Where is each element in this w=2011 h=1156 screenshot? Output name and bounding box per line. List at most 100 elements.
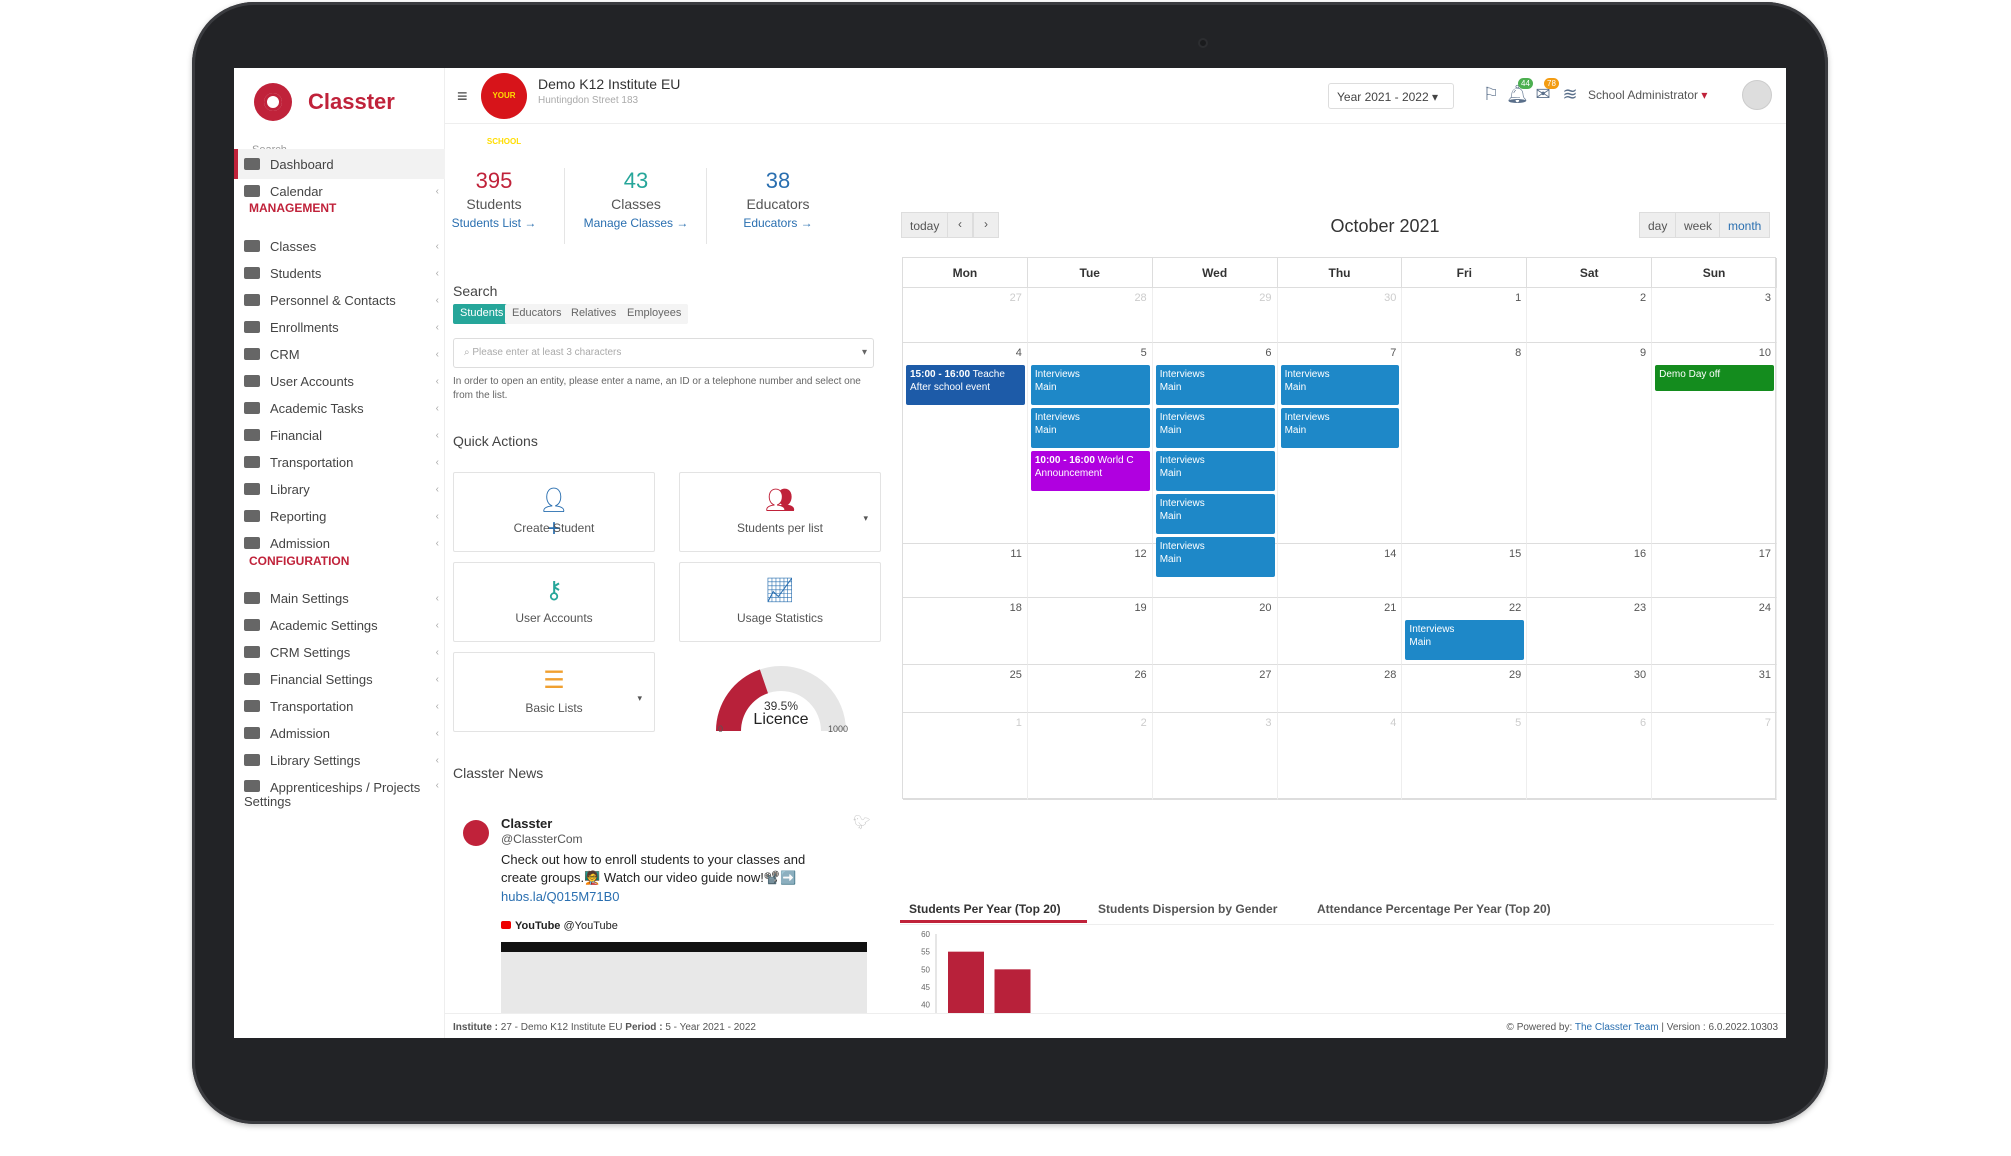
calendar-day-cell[interactable]: 6 <box>1527 713 1653 800</box>
twitter-icon[interactable]: 🐦︎ <box>853 814 871 830</box>
calendar-event[interactable]: Interviews Main <box>1030 408 1150 448</box>
layers-icon[interactable]: ≋ <box>1562 84 1578 104</box>
calendar-event[interactable]: Interviews Main <box>1030 365 1150 405</box>
calendar-day-cell[interactable]: 30 <box>1277 288 1403 343</box>
calendar-event[interactable]: 10:00 - 16:00 World C Announcement <box>1030 451 1150 491</box>
day-view-button[interactable]: day <box>1639 212 1677 238</box>
calendar-day-cell[interactable]: 15 <box>1402 544 1528 598</box>
next-button[interactable]: › <box>973 212 999 238</box>
calendar-day-cell[interactable]: 4 <box>1277 713 1403 800</box>
calendar-day-cell[interactable]: 2 <box>1027 713 1153 800</box>
year-select[interactable]: Year 2021 - 2022 ▾ <box>1328 83 1454 109</box>
calendar-day-cell[interactable]: 5 <box>1027 343 1153 544</box>
sidebar-item-library-settings[interactable]: Library Settings ‹ <box>234 745 445 775</box>
month-view-button[interactable]: month <box>1719 212 1771 238</box>
calendar-day-cell[interactable]: 9 <box>1527 343 1653 544</box>
sidebar-item-financial[interactable]: Financial ‹ <box>234 420 445 450</box>
avatar[interactable] <box>1742 80 1772 110</box>
calendar-day-cell[interactable]: 22 <box>1402 598 1528 665</box>
week-view-button[interactable]: week <box>1675 212 1722 238</box>
calendar-day-cell[interactable]: 4 <box>903 343 1028 544</box>
calendar-day-cell[interactable]: 29 <box>1402 665 1528 713</box>
sidebar-item-crm-settings[interactable]: CRM Settings ‹ <box>234 637 445 667</box>
calendar-day-cell[interactable]: 25 <box>903 665 1028 713</box>
tab-attendance-percentage[interactable]: Attendance Percentage Per Year (Top 20) <box>1317 902 1551 916</box>
calendar-day-cell[interactable]: 8 <box>1402 343 1528 544</box>
calendar-day-cell[interactable]: 10 <box>1652 343 1777 544</box>
quick-action-create-student[interactable]: 👤︎+ Create Student <box>453 472 655 552</box>
tab-gender-dispersion[interactable]: Students Dispersion by Gender <box>1098 902 1278 916</box>
calendar-day-cell[interactable]: 29 <box>1152 288 1278 343</box>
calendar-event[interactable]: Interviews Main <box>1155 408 1275 448</box>
entity-search-input[interactable]: ⌕ Please enter at least 3 characters ▾ <box>453 338 874 368</box>
sidebar-item-library[interactable]: Library ‹ <box>234 474 445 504</box>
sidebar-item-admission[interactable]: Admission ‹ <box>234 718 445 748</box>
calendar-day-cell[interactable]: 16 <box>1527 544 1653 598</box>
caret-down-icon[interactable]: ▾ <box>637 693 642 703</box>
sidebar-item-enrollments[interactable]: Enrollments ‹ <box>234 312 445 342</box>
calendar-day-cell[interactable]: 11 <box>903 544 1028 598</box>
calendar-day-cell[interactable]: 1 <box>903 713 1028 800</box>
calendar-event[interactable]: Interviews Main <box>1405 620 1525 660</box>
calendar-event[interactable]: Interviews Main <box>1155 537 1275 577</box>
calendar-day-cell[interactable]: 24 <box>1652 598 1777 665</box>
quick-action-usage-statistics[interactable]: 📈︎ Usage Statistics <box>679 562 881 642</box>
calendar-day-cell[interactable]: 28 <box>1027 288 1153 343</box>
calendar-day-cell[interactable]: 19 <box>1027 598 1153 665</box>
news-link[interactable]: hubs.la/Q015M71B0 <box>501 889 620 904</box>
calendar-day-cell[interactable]: 5 <box>1402 713 1528 800</box>
today-button[interactable]: today <box>901 212 949 238</box>
sidebar-item-calendar[interactable]: Calendar ‹ <box>234 176 445 206</box>
calendar-day-cell[interactable]: 14 <box>1277 544 1403 598</box>
calendar-day-cell[interactable]: 7 <box>1277 343 1403 544</box>
calendar-day-cell[interactable]: 20 <box>1152 598 1278 665</box>
news-author[interactable]: Classter <box>501 816 553 831</box>
calendar-event[interactable]: Interviews Main <box>1155 365 1275 405</box>
mail-icon[interactable]: ✉ 78 <box>1532 78 1559 106</box>
calendar-day-cell[interactable]: 3 <box>1652 288 1777 343</box>
calendar-day-cell[interactable]: 3 <box>1152 713 1278 800</box>
classter-avatar[interactable] <box>463 820 489 846</box>
sidebar-item-apprenticeships-projects[interactable]: Apprenticeships / Projects ‹ Settings <box>234 772 445 812</box>
calendar-day-cell[interactable]: 28 <box>1277 665 1403 713</box>
calendar-day-cell[interactable]: 31 <box>1652 665 1777 713</box>
flag-icon[interactable]: ⚐ <box>1482 84 1500 104</box>
calendar-day-cell[interactable]: 30 <box>1527 665 1653 713</box>
stat-link[interactable]: Manage Classes → <box>566 216 706 230</box>
sidebar-item-crm[interactable]: CRM ‹ <box>234 339 445 369</box>
sidebar-item-reporting[interactable]: Reporting ‹ <box>234 501 445 531</box>
prev-button[interactable]: ‹ <box>947 212 973 238</box>
team-link[interactable]: The Classter Team <box>1574 1022 1659 1033</box>
sidebar-item-classes[interactable]: Classes ‹ <box>234 231 445 261</box>
calendar-day-cell[interactable]: 12 <box>1027 544 1153 598</box>
sidebar-item-transportation[interactable]: Transportation ‹ <box>234 691 445 721</box>
caret-down-icon[interactable]: ▾ <box>863 513 868 523</box>
search-tab-students[interactable]: Students <box>453 304 511 324</box>
sidebar-item-transportation[interactable]: Transportation ‹ <box>234 447 445 477</box>
sidebar-item-main-settings[interactable]: Main Settings ‹ <box>234 583 445 613</box>
bell-icon[interactable]: 🔔︎ 44 <box>1506 78 1533 106</box>
calendar-event[interactable]: Demo Day off <box>1655 365 1774 391</box>
calendar-day-cell[interactable]: 17 <box>1652 544 1777 598</box>
sidebar-item-dashboard[interactable]: Dashboard <box>234 149 445 179</box>
sidebar-item-admission[interactable]: Admission ‹ <box>234 528 445 558</box>
stat-link[interactable]: Educators → <box>708 216 848 230</box>
sidebar-item-user-accounts[interactable]: User Accounts ‹ <box>234 366 445 396</box>
calendar-day-cell[interactable]: 2 <box>1527 288 1653 343</box>
youtube-attribution[interactable]: YouTube @YouTube <box>501 920 618 932</box>
calendar-event[interactable]: Interviews Main <box>1155 494 1275 534</box>
calendar-day-cell[interactable]: 18 <box>903 598 1028 665</box>
calendar-day-cell[interactable]: 27 <box>903 288 1028 343</box>
sidebar-item-personnel-contacts[interactable]: Personnel & Contacts ‹ <box>234 285 445 315</box>
sidebar-item-academic-settings[interactable]: Academic Settings ‹ <box>234 610 445 640</box>
menu-toggle-icon[interactable]: ≡ <box>457 86 468 106</box>
quick-action-basic-lists[interactable]: ☰ Basic Lists ▾ <box>453 652 655 732</box>
calendar-day-cell[interactable]: 27 <box>1152 665 1278 713</box>
stat-link[interactable]: Students List → <box>424 216 564 230</box>
news-handle[interactable]: @ClassterCom <box>501 832 583 846</box>
calendar-event[interactable]: Interviews Main <box>1155 451 1275 491</box>
search-tab-educators[interactable]: Educators <box>505 304 569 324</box>
search-tab-relatives[interactable]: Relatives <box>564 304 624 324</box>
calendar-event[interactable]: Interviews Main <box>1280 408 1400 448</box>
sidebar-item-financial-settings[interactable]: Financial Settings ‹ <box>234 664 445 694</box>
